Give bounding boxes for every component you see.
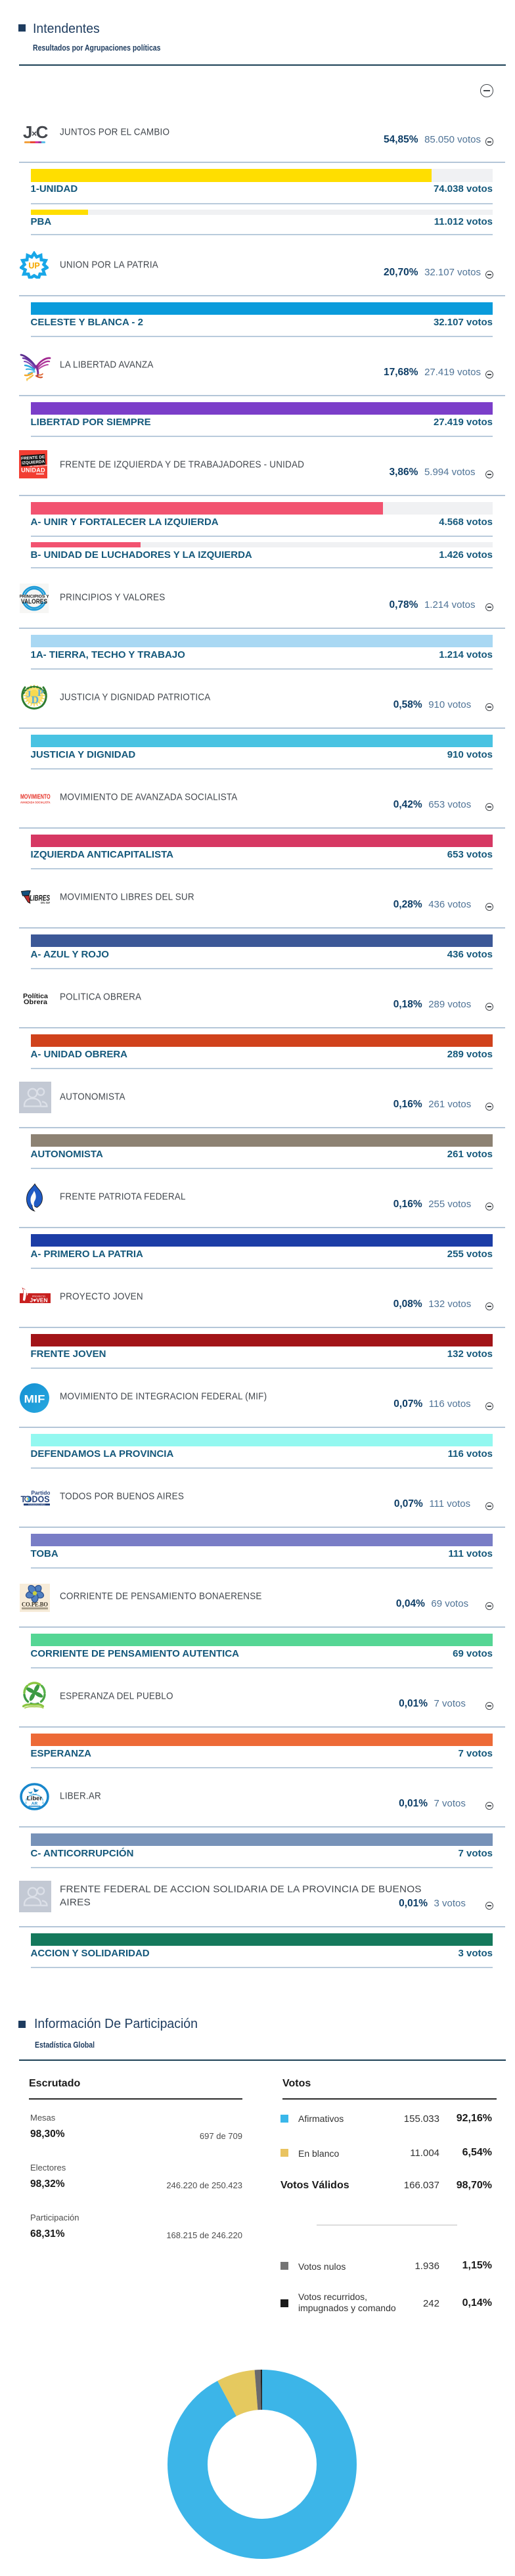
svg-text:P: P xyxy=(37,688,43,699)
svg-text:Liber: Liber xyxy=(27,1795,43,1802)
svg-text:D: D xyxy=(32,695,39,706)
svg-text:Política: Política xyxy=(23,993,49,1000)
svg-text:PROYECTO: PROYECTO xyxy=(32,1295,45,1298)
svg-text:DE TRABAJADORES: DE TRABAJADORES xyxy=(30,464,47,468)
svg-text:Obrera: Obrera xyxy=(24,999,48,1005)
svg-text:MOVIMIENTO: MOVIMIENTO xyxy=(20,793,51,800)
svg-text:DEL SUR: DEL SUR xyxy=(41,902,50,904)
svg-text:Partido: Partido xyxy=(31,1490,50,1496)
svg-text:J♥VEN: J♥VEN xyxy=(30,1297,47,1304)
svg-text:POR BUENOS AIRES: POR BUENOS AIRES xyxy=(28,1504,45,1506)
svg-text:UNIDAD: UNIDAD xyxy=(21,467,45,474)
svg-text:AR: AR xyxy=(32,1801,38,1806)
svg-text:CO.PE.BO: CO.PE.BO xyxy=(22,1601,48,1608)
svg-text:PRINCIPIOS Y: PRINCIPIOS Y xyxy=(20,594,49,599)
svg-text:UP: UP xyxy=(28,262,39,271)
svg-text:LIBRES: LIBRES xyxy=(30,895,50,903)
svg-text:VALORES: VALORES xyxy=(21,597,47,605)
svg-text:AVANZADA SOCIALISTA: AVANZADA SOCIALISTA xyxy=(20,800,51,804)
svg-text:FRENTE DE: FRENTE DE xyxy=(21,455,45,461)
svg-text:MIF: MIF xyxy=(24,1392,45,1405)
svg-text:J: J xyxy=(26,689,32,700)
svg-text:IZQUIERDA: IZQUIERDA xyxy=(22,459,45,465)
